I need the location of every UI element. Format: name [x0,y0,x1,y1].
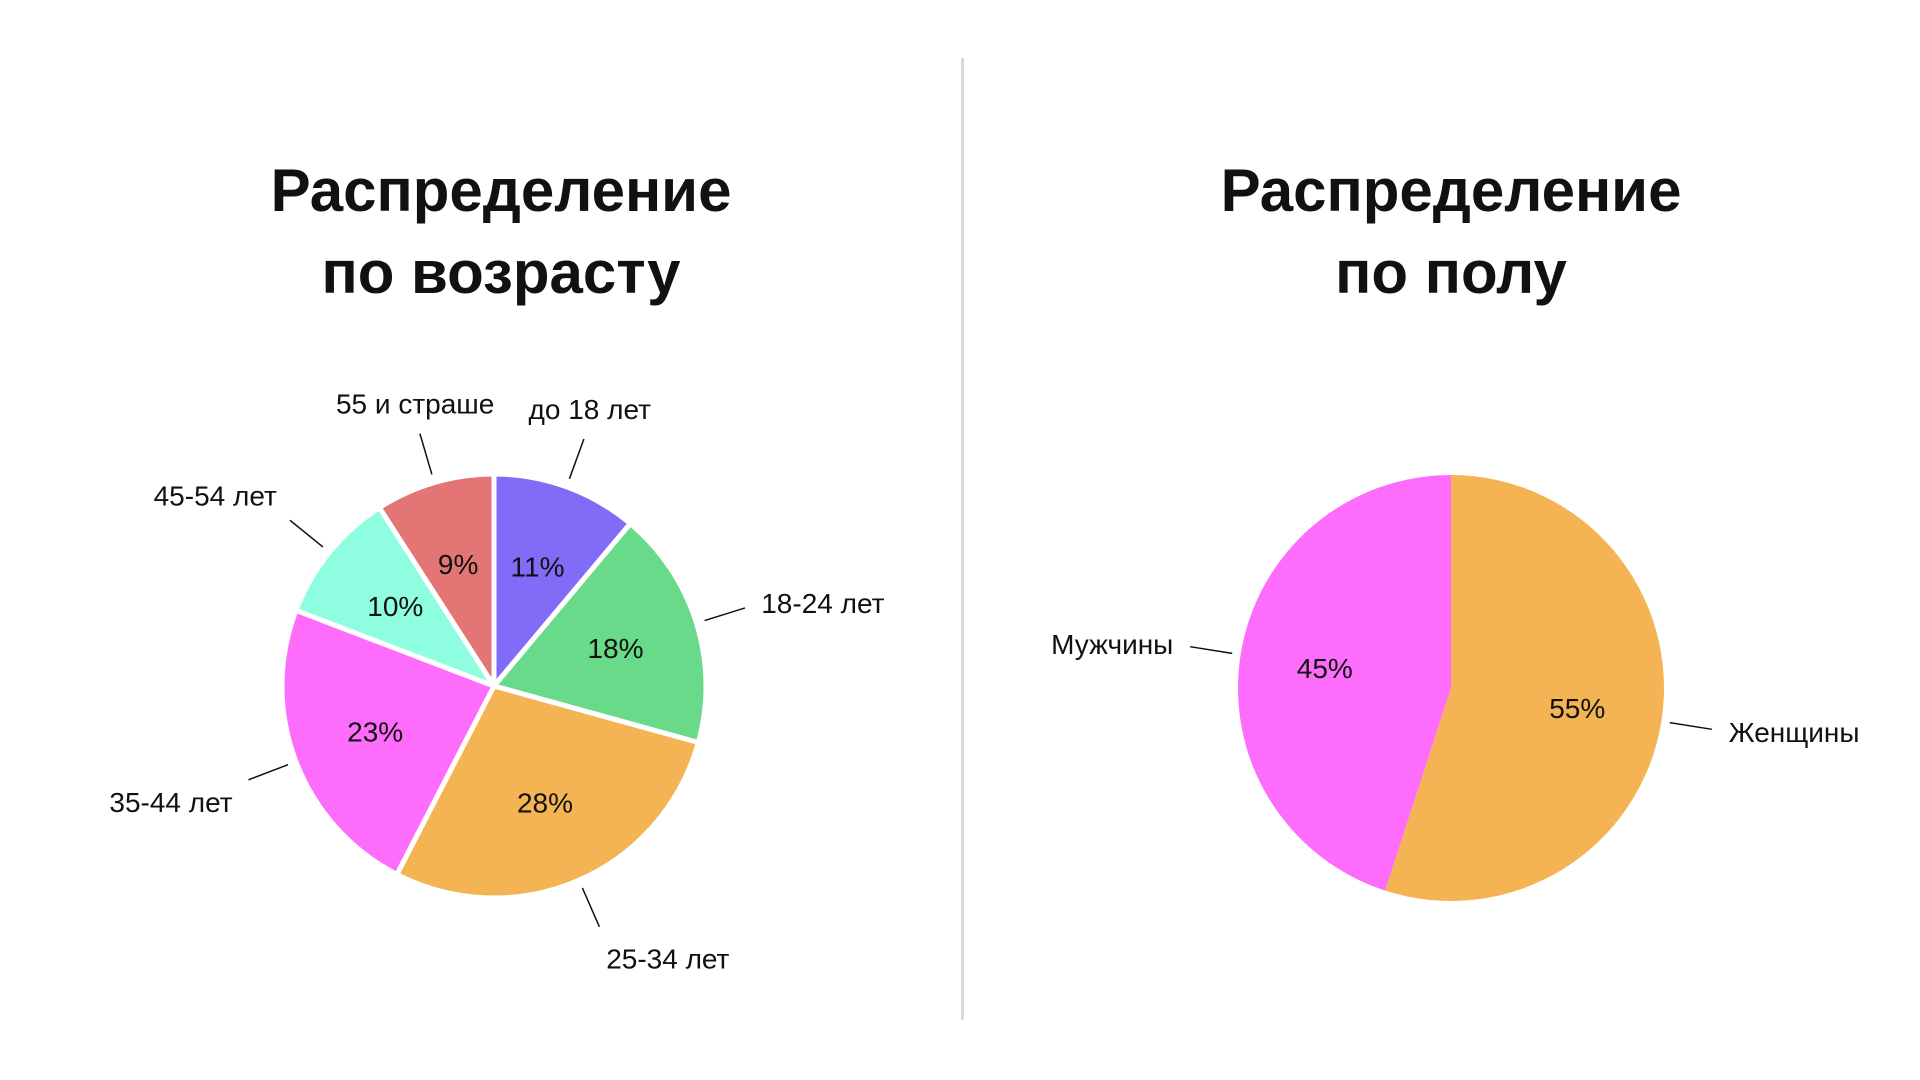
age-value-label-0: 11% [511,551,565,582]
age-slice-1 [491,521,709,745]
age-leader-line-4 [289,519,324,548]
age-category-label-4: 45-54 лет [154,481,277,512]
age-leader-line-3 [248,763,289,781]
age-category-label-2: 25-34 лет [606,943,729,974]
age-slice-4 [293,505,497,689]
gender-title-line-2: по полу [1335,239,1567,306]
age-slice-2 [394,683,701,901]
age-slice-0 [491,471,633,689]
gender-leader-line-1 [1190,645,1233,655]
gender-category-label-1: Мужчины [1051,629,1173,660]
age-value-label-3: 23% [347,716,403,747]
age-category-label-0: до 18 лет [529,394,652,425]
age-slice-5 [376,471,497,689]
gender-category-label-0: Женщины [1729,717,1860,748]
age-leader-line-2 [581,887,601,928]
age-category-label-3: 35-44 лет [109,787,232,818]
age-value-label-5: 9% [438,549,478,580]
age-title-line-1: Распределение [270,157,732,224]
age-leader-line-1 [704,607,746,622]
gender-slice-1 [1238,475,1451,891]
age-value-label-2: 28% [517,788,573,819]
age-category-label-5: 55 и страше [336,388,494,419]
gender-leader-line-0 [1669,721,1712,731]
gender-value-label-0: 55% [1549,693,1605,724]
age-slice-3 [279,607,497,877]
age-value-label-1: 18% [587,633,643,664]
divider [961,58,964,1020]
age-value-label-4: 10% [367,591,423,622]
age-title-line-2: по возрасту [321,239,681,306]
age-leader-line-0 [568,438,585,480]
gender-chart-title: Распределение по полу [1051,150,1851,314]
gender-value-label-1: 45% [1297,653,1353,684]
age-category-label-1: 18-24 лет [761,588,884,619]
gender-title-line-1: Распределение [1220,157,1682,224]
age-chart-title: Распределение по возрасту [101,150,901,314]
age-leader-line-5 [419,433,433,475]
gender-slice-0 [1385,475,1665,902]
